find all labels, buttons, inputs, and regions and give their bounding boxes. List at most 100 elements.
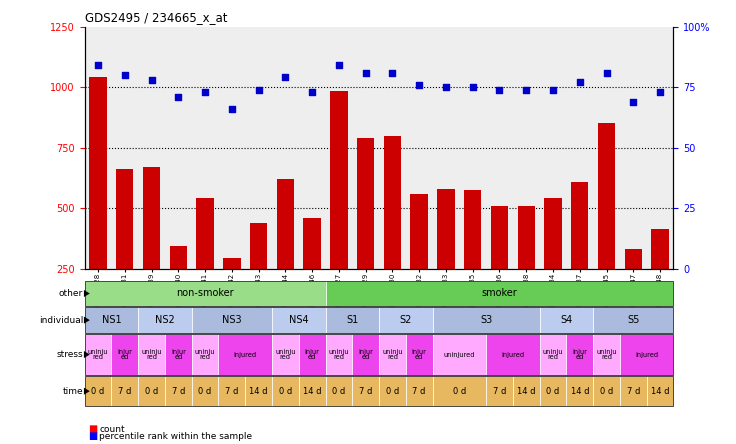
Text: S2: S2 (400, 315, 412, 325)
Bar (357, 138, 375, 329)
Text: injur
ed: injur ed (411, 349, 427, 360)
Bar (325, 281, 673, 306)
Text: 14 d: 14 d (651, 387, 669, 396)
Bar (245, 376, 272, 406)
Bar (165, 334, 191, 375)
Bar (165, 376, 191, 406)
Point (440, 83, 452, 91)
Bar (223, 258, 241, 329)
Text: NS2: NS2 (155, 315, 175, 325)
Bar (303, 218, 321, 329)
Bar (464, 190, 481, 329)
Text: S3: S3 (480, 315, 492, 325)
Point (627, 98, 639, 105)
Text: 7 d: 7 d (493, 387, 506, 396)
Text: NS1: NS1 (102, 315, 121, 325)
Bar (433, 307, 539, 333)
Point (119, 71, 131, 79)
Text: 0 d: 0 d (91, 387, 105, 396)
Bar (379, 334, 406, 375)
Bar (567, 334, 593, 375)
Bar (277, 179, 294, 329)
Bar (85, 307, 138, 333)
Bar (169, 246, 187, 329)
Text: injur
ed: injur ed (171, 349, 185, 360)
Text: smoker: smoker (481, 289, 517, 298)
Bar (325, 334, 353, 375)
Text: NS4: NS4 (289, 315, 308, 325)
Bar (571, 182, 589, 329)
Bar (138, 334, 165, 375)
Bar (539, 376, 567, 406)
Point (172, 93, 184, 100)
Text: injur
ed: injur ed (117, 349, 132, 360)
Point (280, 74, 291, 81)
Bar (379, 307, 433, 333)
Bar (116, 170, 133, 329)
Point (360, 69, 372, 76)
Bar (143, 167, 160, 329)
Text: uninju
red: uninju red (382, 349, 403, 360)
Text: 14 d: 14 d (250, 387, 268, 396)
Bar (433, 376, 486, 406)
Point (547, 86, 559, 93)
Bar (517, 206, 535, 329)
Text: uninju
red: uninju red (596, 349, 617, 360)
Point (226, 105, 238, 112)
Text: uninju
red: uninju red (88, 349, 108, 360)
Bar (433, 334, 486, 375)
Bar (191, 376, 219, 406)
Text: 0 d: 0 d (145, 387, 158, 396)
Text: time: time (63, 387, 83, 396)
Bar (272, 307, 325, 333)
Bar (85, 334, 111, 375)
Bar (111, 334, 138, 375)
Point (414, 81, 425, 88)
Bar (111, 376, 138, 406)
Point (520, 86, 532, 93)
Text: 0 d: 0 d (199, 387, 212, 396)
Bar (250, 222, 267, 329)
Text: 0 d: 0 d (279, 387, 292, 396)
Bar (593, 334, 620, 375)
Bar (383, 135, 401, 329)
Bar (191, 334, 219, 375)
Point (146, 76, 158, 83)
Text: 14 d: 14 d (303, 387, 322, 396)
Text: uninju
red: uninju red (542, 349, 563, 360)
Bar (567, 376, 593, 406)
Text: NS3: NS3 (222, 315, 241, 325)
Text: injur
ed: injur ed (305, 349, 319, 360)
Bar (620, 334, 673, 375)
Bar (486, 376, 513, 406)
Bar (486, 334, 539, 375)
Text: count: count (99, 425, 125, 434)
Bar (219, 334, 272, 375)
Bar (138, 376, 165, 406)
Bar (272, 334, 299, 375)
Bar (406, 376, 433, 406)
Bar (272, 376, 299, 406)
Bar (219, 376, 245, 406)
Text: 7 d: 7 d (118, 387, 132, 396)
Text: ■: ■ (88, 424, 98, 434)
Bar (85, 281, 325, 306)
Text: injured: injured (233, 352, 257, 357)
Text: individual: individual (39, 316, 83, 325)
Text: GDS2495 / 234665_x_at: GDS2495 / 234665_x_at (85, 11, 227, 24)
Bar (197, 198, 213, 329)
Text: 14 d: 14 d (517, 387, 536, 396)
Text: 14 d: 14 d (570, 387, 589, 396)
Point (333, 62, 344, 69)
Text: other: other (59, 289, 83, 298)
Bar (406, 334, 433, 375)
Bar (85, 376, 111, 406)
Text: 7 d: 7 d (171, 387, 185, 396)
Point (386, 69, 398, 76)
Point (494, 86, 506, 93)
Point (574, 79, 586, 86)
Point (92, 62, 104, 69)
Bar (411, 194, 428, 329)
Text: stress: stress (57, 350, 83, 359)
Text: 7 d: 7 d (225, 387, 238, 396)
